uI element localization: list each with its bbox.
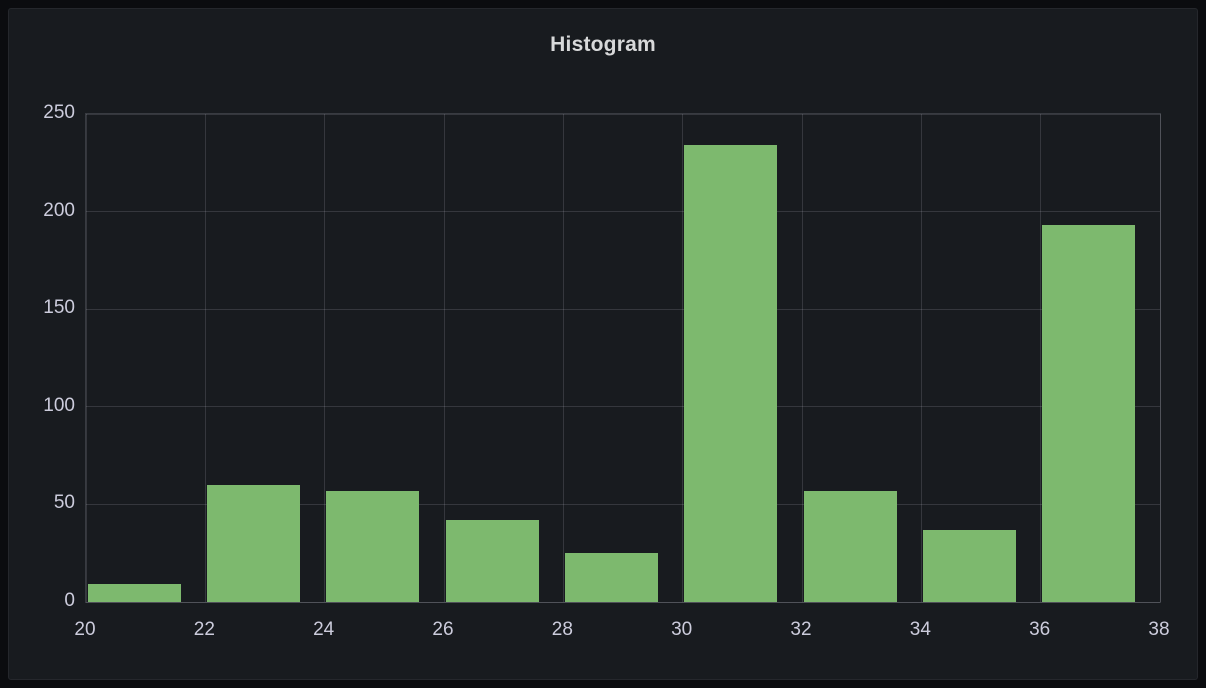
y-axis-tick-label: 150 <box>43 297 75 319</box>
y-axis-tick-label: 50 <box>53 492 75 514</box>
histogram-bar <box>564 553 658 602</box>
histogram-bar <box>445 520 539 602</box>
gridline-vertical <box>1159 114 1161 602</box>
gridline-horizontal <box>86 601 1160 603</box>
gridline-horizontal <box>86 113 1160 115</box>
histogram-bar <box>684 145 778 602</box>
x-axis-tick-label: 38 <box>1148 619 1170 640</box>
gridline-vertical <box>801 114 803 602</box>
histogram-panel: Histogram 0 50 100 150 200 250 20 22 24 26 28 30 32 3… <box>8 8 1198 680</box>
x-axis-tick-label: 34 <box>909 619 931 640</box>
gridline-horizontal <box>86 308 1160 310</box>
histogram-bar <box>87 584 181 602</box>
gridline-vertical <box>443 114 445 602</box>
gridline-horizontal <box>86 503 1160 505</box>
x-axis-tick-label: 26 <box>432 619 454 640</box>
x-axis-tick-label: 28 <box>551 619 573 640</box>
gridline-vertical <box>1040 114 1042 602</box>
y-axis-tick-label: 100 <box>43 394 75 416</box>
x-axis-tick-label: 22 <box>193 619 215 640</box>
histogram-bar <box>1042 225 1136 602</box>
x-axis-tick-label: 24 <box>313 619 335 640</box>
histogram-bar <box>206 484 300 602</box>
histogram-bar <box>922 529 1016 602</box>
gridline-vertical <box>324 114 326 602</box>
gridline-vertical <box>920 114 922 602</box>
histogram-bar <box>803 490 897 602</box>
gridline-vertical <box>85 114 87 602</box>
x-axis-tick-label: 36 <box>1029 619 1051 640</box>
y-axis-tick-label: 250 <box>43 102 75 123</box>
histogram-bar <box>326 490 420 602</box>
x-axis-tick-label: 30 <box>671 619 693 640</box>
gridline-vertical <box>562 114 564 602</box>
y-axis-tick-label: 0 <box>64 590 75 611</box>
gridline-vertical <box>204 114 206 602</box>
panel-title[interactable]: Histogram <box>550 33 656 56</box>
x-axis-tick-label: 32 <box>790 619 812 640</box>
x-axis-tick-label: 20 <box>74 619 96 640</box>
gridline-horizontal <box>86 406 1160 408</box>
plot-area <box>85 113 1161 603</box>
gridline-vertical <box>682 114 684 602</box>
y-axis-tick-label: 200 <box>43 199 75 221</box>
gridline-horizontal <box>86 211 1160 213</box>
